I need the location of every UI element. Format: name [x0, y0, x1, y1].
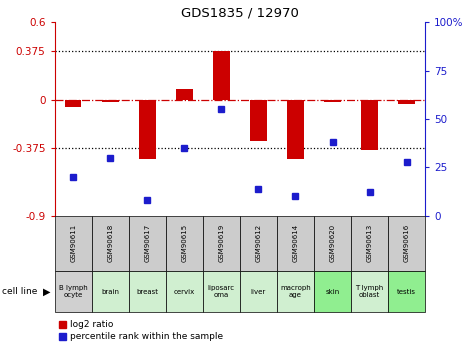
- Text: macroph
age: macroph age: [280, 285, 311, 298]
- Text: T lymph
oblast: T lymph oblast: [355, 285, 384, 298]
- Bar: [102, 100, 119, 102]
- Bar: [240, 216, 277, 271]
- Bar: [351, 216, 388, 271]
- Bar: [55, 216, 92, 271]
- Text: liposarc
oma: liposarc oma: [208, 285, 235, 298]
- Text: GSM90616: GSM90616: [404, 224, 409, 262]
- Bar: [314, 216, 351, 271]
- Bar: [388, 216, 425, 271]
- Bar: [55, 271, 92, 312]
- Bar: [203, 216, 240, 271]
- Text: B lymph
ocyte: B lymph ocyte: [59, 285, 87, 298]
- Text: testis: testis: [397, 288, 416, 295]
- Bar: [324, 100, 341, 102]
- Bar: [203, 271, 240, 312]
- Text: cell line: cell line: [2, 287, 38, 296]
- Bar: [250, 100, 267, 141]
- Text: brain: brain: [101, 288, 119, 295]
- Bar: [277, 216, 314, 271]
- Bar: [176, 89, 193, 100]
- Bar: [314, 271, 351, 312]
- Text: GSM90612: GSM90612: [256, 224, 261, 262]
- Text: GSM90617: GSM90617: [144, 224, 150, 262]
- Bar: [398, 100, 415, 104]
- Bar: [92, 216, 129, 271]
- Bar: [277, 271, 314, 312]
- Bar: [213, 51, 230, 100]
- Text: GSM90619: GSM90619: [218, 224, 224, 262]
- Bar: [287, 100, 304, 159]
- Bar: [129, 216, 166, 271]
- Bar: [139, 100, 156, 159]
- Bar: [129, 271, 166, 312]
- Text: ▶: ▶: [43, 287, 50, 296]
- Text: breast: breast: [136, 288, 158, 295]
- Legend: log2 ratio, percentile rank within the sample: log2 ratio, percentile rank within the s…: [59, 320, 223, 341]
- Text: liver: liver: [251, 288, 266, 295]
- Text: skin: skin: [325, 288, 340, 295]
- Bar: [166, 271, 203, 312]
- Bar: [240, 271, 277, 312]
- Text: GSM90613: GSM90613: [367, 224, 372, 262]
- Bar: [361, 100, 378, 150]
- Title: GDS1835 / 12970: GDS1835 / 12970: [181, 7, 299, 20]
- Bar: [166, 216, 203, 271]
- Bar: [92, 271, 129, 312]
- Text: GSM90615: GSM90615: [181, 224, 187, 262]
- Text: cervix: cervix: [174, 288, 195, 295]
- Bar: [65, 100, 82, 107]
- Text: GSM90614: GSM90614: [293, 224, 298, 262]
- Bar: [388, 271, 425, 312]
- Text: GSM90618: GSM90618: [107, 224, 113, 262]
- Bar: [351, 271, 388, 312]
- Text: GSM90620: GSM90620: [330, 224, 335, 262]
- Text: GSM90611: GSM90611: [70, 224, 76, 262]
